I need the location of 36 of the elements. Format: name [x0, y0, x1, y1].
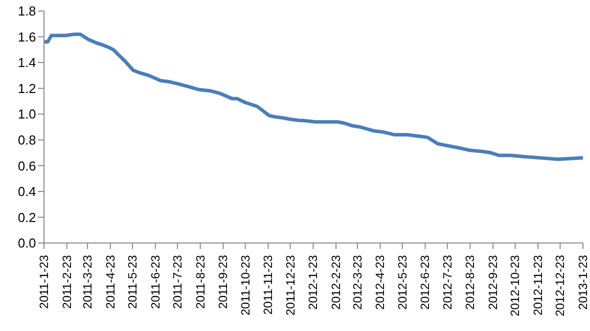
y-tick-label: 1.2 [18, 80, 36, 96]
x-tick-label: 2011-11-23 [261, 254, 276, 315]
x-tick-label: 2011-3-23 [80, 254, 95, 309]
line-series [44, 32, 583, 161]
x-tick-label: 2012-7-23 [440, 254, 454, 310]
x-tick-label: 2012-12-23 [553, 254, 568, 316]
x-tick-label: 2012-4-23 [373, 254, 388, 310]
y-tick-label: 1.0 [18, 106, 36, 122]
y-tick-label: 0.0 [18, 236, 36, 251]
x-tick-label: 2012-3-23 [350, 254, 364, 310]
x-tick-label: 2011-6-23 [148, 254, 162, 309]
y-tick-label: 0.8 [18, 132, 36, 148]
y-tick-label: 0.6 [18, 158, 36, 174]
x-tick-label: 2012-2-23 [328, 254, 343, 310]
x-tick-label: 2013-1-23 [576, 254, 590, 310]
x-tick-label: 2012-9-23 [486, 254, 500, 310]
x-tick-label: 2011-9-23 [216, 254, 230, 309]
x-tick-label: 2012-1-23 [306, 254, 320, 310]
x-tick-label: 2011-4-23 [103, 254, 118, 309]
x-tick-label: 2011-12-23 [283, 254, 298, 316]
y-tick-label: 0.2 [18, 210, 36, 225]
x-tick-label: 2012-8-23 [463, 254, 478, 310]
x-tick-label: 2011-2-23 [60, 254, 74, 309]
x-tick-label: 2012-5-23 [395, 254, 410, 310]
x-tick-label: 2012-11-23 [531, 254, 546, 316]
y-tick-label: 0.4 [18, 184, 36, 200]
x-tick-label: 2011-10-23 [238, 254, 252, 316]
x-tick-label: 2011-1-23 [37, 254, 51, 309]
y-tick-label: 1.6 [18, 29, 36, 44]
x-tick-label: 2011-5-23 [125, 254, 140, 309]
x-tick-label: 2011-7-23 [170, 254, 184, 309]
x-tick-label: 2011-8-23 [193, 254, 208, 309]
y-tick-label: 1.8 [18, 4, 36, 19]
x-tick-label: 2012-10-23 [508, 254, 522, 316]
y-tick-label: 1.4 [18, 55, 36, 70]
x-tick-label: 2012-6-23 [418, 254, 432, 310]
